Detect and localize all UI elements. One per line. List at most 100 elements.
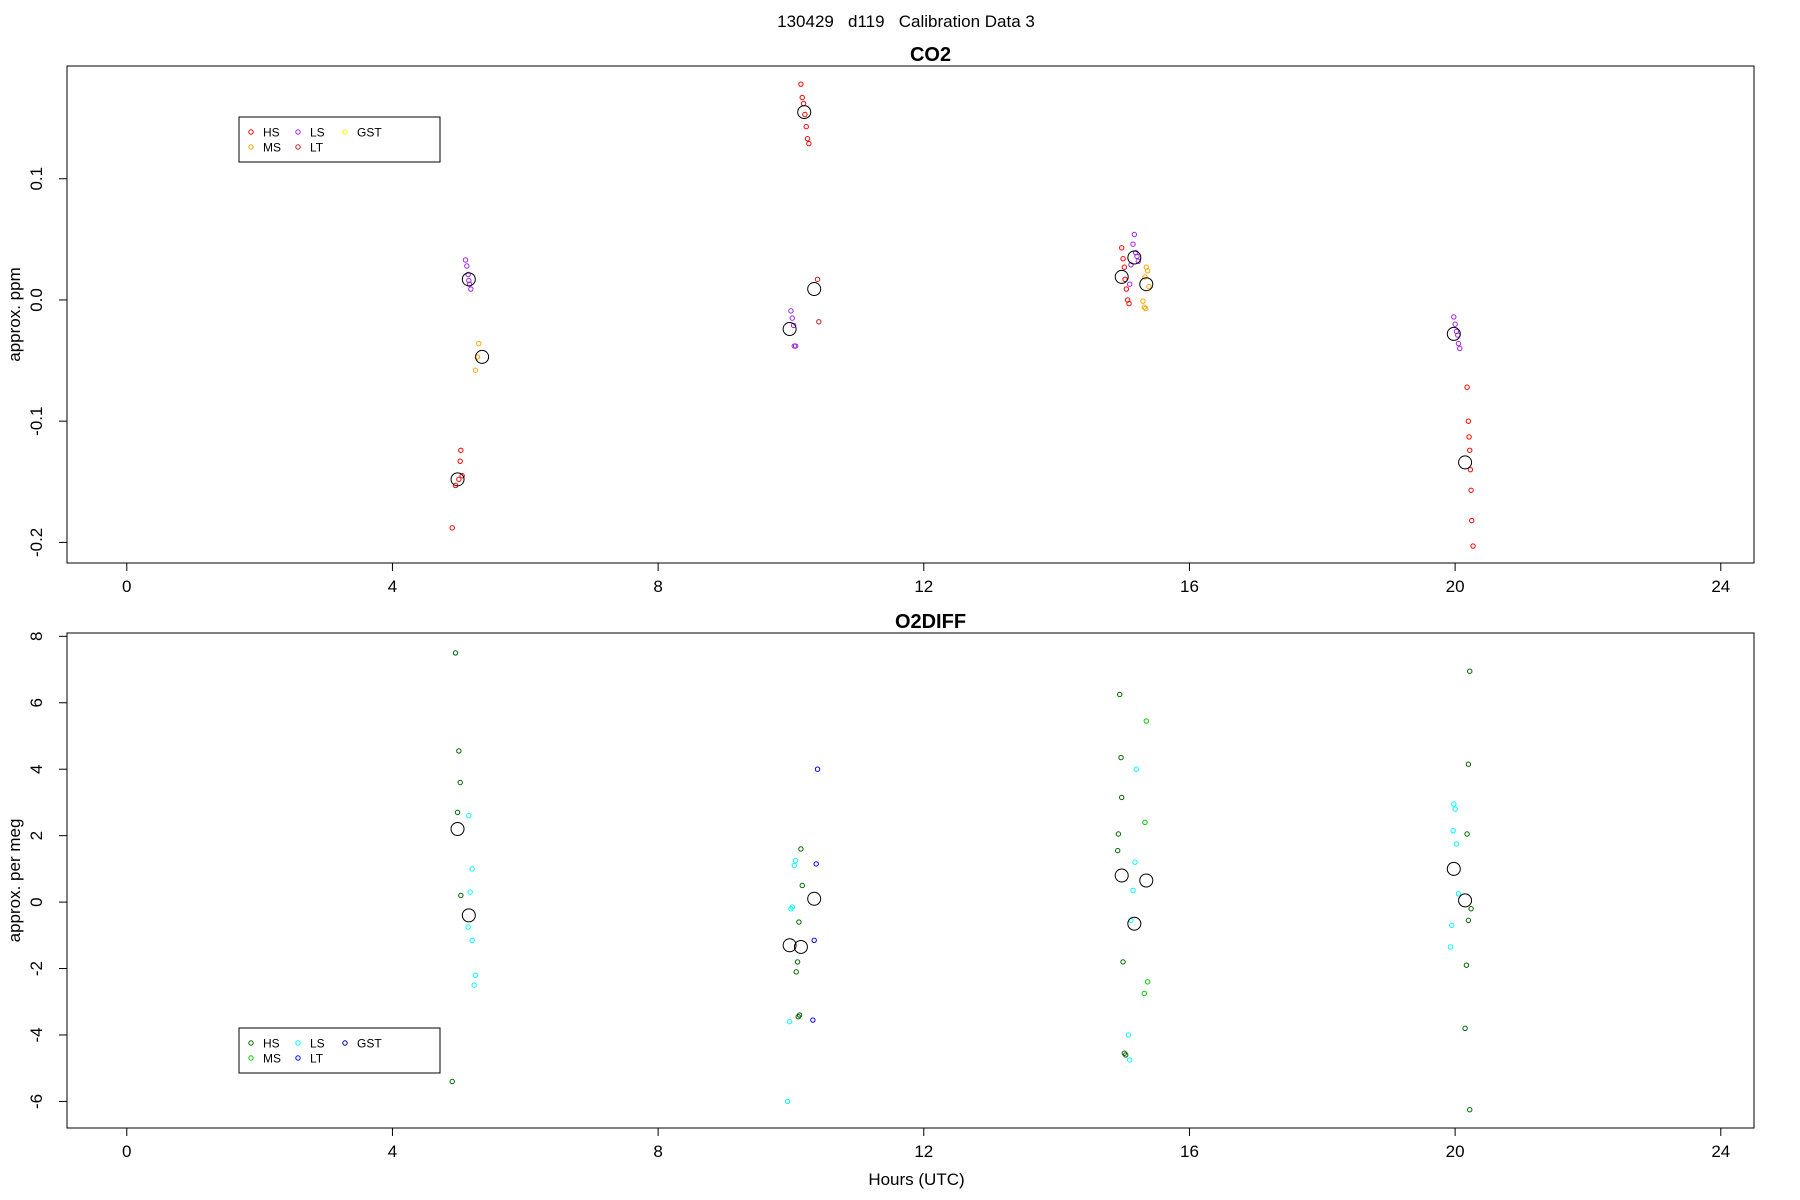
data-point: [1453, 841, 1460, 847]
mean-marker: [1114, 868, 1129, 883]
mean-marker: [1114, 269, 1129, 284]
data-point: [1131, 231, 1138, 238]
data-point: [458, 447, 464, 453]
data-point: [1142, 274, 1148, 280]
data-point: [1122, 1052, 1129, 1058]
data-point: [1467, 1107, 1473, 1113]
data-point: [1465, 418, 1472, 424]
data-point: [1470, 543, 1476, 549]
data-point: [1463, 962, 1470, 968]
y-tick-label: -2: [27, 961, 46, 976]
data-point: [466, 277, 472, 284]
data-point: [452, 650, 459, 656]
data-point: [1126, 300, 1132, 307]
data-point: [794, 959, 801, 965]
data-point: [1141, 304, 1147, 310]
legend-symbol: [342, 129, 348, 135]
data-point: [795, 1014, 801, 1020]
data-point: [1467, 668, 1473, 674]
data-point: [1142, 819, 1148, 826]
y-tick-label: -4: [27, 1027, 46, 1042]
data-point: [1134, 253, 1140, 260]
mean-marker: [1139, 873, 1154, 888]
data-point: [1464, 831, 1470, 837]
data-point: [1450, 827, 1456, 834]
legend-label: GST: [357, 1037, 382, 1051]
data-point: [1144, 268, 1151, 274]
legend-symbol: [295, 1040, 301, 1046]
data-point: [1130, 241, 1136, 247]
data-point: [1464, 384, 1470, 390]
legend-symbol: [295, 1055, 301, 1061]
y-tick-label: 6: [27, 698, 46, 707]
x-tick-label: 20: [1446, 1142, 1465, 1161]
x-tick-label: 4: [388, 1142, 397, 1161]
data-point: [1467, 447, 1473, 453]
data-point: [1466, 434, 1472, 440]
legend-label: MS: [263, 141, 281, 155]
mean-marker: [782, 322, 797, 337]
x-tick-label: 12: [914, 577, 933, 596]
data-point: [1455, 891, 1462, 897]
series-ls: [465, 766, 1462, 1105]
legend-symbol: [248, 1055, 254, 1061]
legend-label: LS: [310, 1037, 325, 1051]
x-tick-label: 20: [1446, 577, 1465, 596]
data-point: [449, 1078, 455, 1085]
y-tick-label: 4: [27, 764, 46, 773]
x-tick-label: 16: [1180, 1142, 1199, 1161]
y-tick-label: 2: [27, 831, 46, 840]
y-axis-label: approx. per meg: [5, 819, 24, 943]
legend-label: LT: [310, 141, 324, 155]
data-point: [1125, 1032, 1132, 1038]
legend-symbol: [342, 1040, 348, 1046]
data-point: [469, 866, 475, 872]
data-point: [1123, 286, 1130, 292]
data-point: [1465, 761, 1472, 767]
data-point: [465, 271, 471, 278]
data-point: [1452, 321, 1458, 327]
data-point: [1468, 487, 1474, 493]
data-point: [1457, 345, 1463, 352]
data-point: [1119, 794, 1125, 801]
x-tick-label: 16: [1180, 577, 1199, 596]
data-point: [456, 748, 462, 754]
y-tick-label: 0.1: [27, 167, 46, 191]
data-point: [1451, 801, 1457, 807]
mean-marker: [807, 891, 822, 906]
data-point: [1141, 990, 1147, 997]
data-point: [798, 846, 804, 852]
data-point: [799, 94, 805, 101]
data-point: [814, 276, 821, 283]
page-title: 130429 d119 Calibration Data 3: [777, 12, 1035, 31]
data-point: [811, 937, 817, 943]
mean-marker: [450, 472, 465, 487]
y-tick-label: 8: [27, 632, 46, 641]
data-point: [471, 982, 477, 988]
data-point: [466, 813, 472, 819]
data-point: [1115, 831, 1122, 837]
data-point: [793, 969, 799, 975]
data-point: [1146, 283, 1152, 290]
legend-label: LT: [310, 1052, 324, 1066]
legend-box: [238, 116, 441, 163]
series-hs: [449, 650, 1474, 1113]
x-tick-label: 24: [1711, 1142, 1730, 1161]
data-point: [457, 779, 463, 786]
data-point: [788, 906, 794, 912]
x-tick-label: 4: [388, 577, 397, 596]
data-point: [792, 343, 799, 349]
series-lt: [814, 276, 822, 325]
data-point: [796, 919, 802, 925]
mean-marker: [461, 272, 476, 287]
data-point: [803, 123, 809, 130]
chart-panel-co2: CO2 0 4 8 12 16 20 24 -0.2 -0.1 0.0 0.1 approx. ppm H…: [5, 44, 1755, 596]
data-point: [1130, 887, 1136, 894]
mean-marker: [461, 908, 476, 923]
data-point: [816, 319, 822, 325]
data-point: [802, 111, 808, 118]
data-point: [1465, 917, 1472, 924]
data-point: [788, 308, 794, 314]
data-point: [459, 473, 465, 479]
